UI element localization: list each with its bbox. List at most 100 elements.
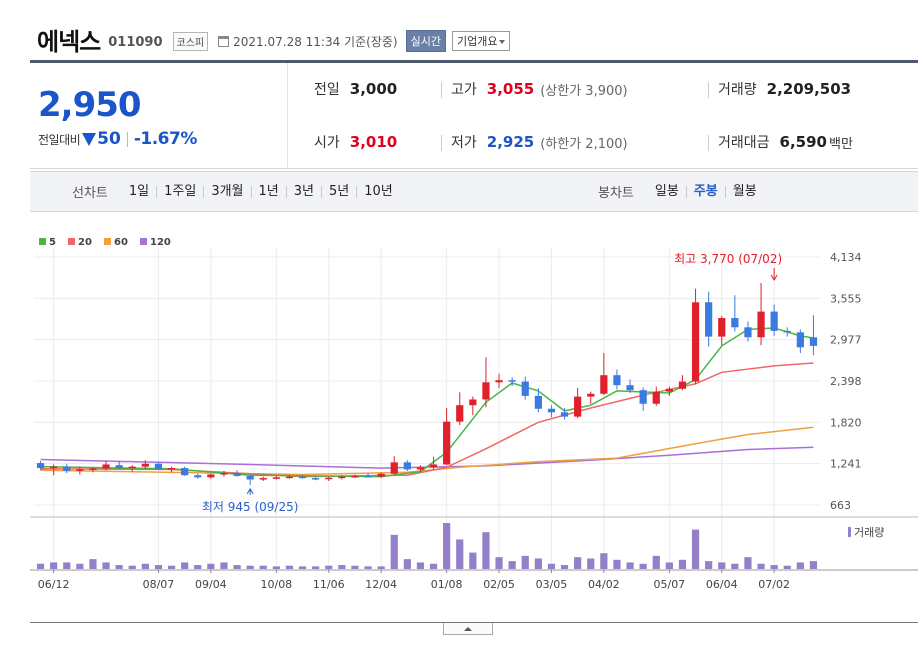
- legend-swatch-ma60: [104, 238, 111, 245]
- realtime-button[interactable]: 실시간: [405, 30, 446, 52]
- low-value: 2,925: [486, 133, 535, 151]
- candle-body: [154, 463, 163, 470]
- calendar-icon: [218, 36, 230, 47]
- volume-bar: [390, 534, 398, 569]
- volume-bar: [600, 553, 608, 569]
- candle-body: [508, 380, 516, 382]
- volume-bar: [678, 559, 687, 569]
- candle-body: [744, 327, 752, 338]
- x-tick-label: 07/02: [758, 578, 790, 591]
- candle-body: [639, 390, 647, 404]
- candle-body: [325, 477, 333, 480]
- x-tick-label: 09/04: [195, 578, 227, 591]
- volume-bar: [770, 565, 778, 569]
- candle-period-weekly[interactable]: 주봉: [685, 185, 725, 198]
- candle-period-daily[interactable]: 일봉: [654, 183, 679, 199]
- candle-body: [115, 465, 123, 469]
- candle-body: [272, 477, 280, 479]
- volume-bar: [194, 565, 202, 569]
- high-value: 3,055: [486, 80, 535, 98]
- candle-body: [613, 375, 621, 386]
- line-chart-title: 선차트: [72, 186, 108, 201]
- x-tick-label: 11/06: [313, 578, 345, 591]
- volume-bar: [167, 565, 176, 569]
- change-amount: 50: [97, 129, 121, 149]
- candle-body: [534, 395, 542, 409]
- y-tick-label: 663: [830, 499, 851, 512]
- candle-chart-group: 봉차트 일봉 주봉 월봉: [598, 172, 764, 211]
- min-annotation: 최저 945 (09/25): [202, 500, 299, 514]
- candle-body: [50, 466, 58, 469]
- candle-body: [429, 464, 438, 468]
- volume-bar: [456, 539, 464, 569]
- candle-body: [390, 462, 398, 474]
- candle-body: [338, 476, 346, 479]
- volume-bar: [744, 557, 752, 569]
- legend-swatch-ma120: [140, 238, 147, 245]
- volume-bar: [613, 559, 621, 569]
- candle-body: [194, 475, 202, 478]
- company-overview-dropdown[interactable]: 기업개요: [451, 31, 511, 51]
- candle-body: [626, 385, 634, 391]
- volume-bar: [560, 565, 569, 569]
- volume-bar: [141, 563, 149, 569]
- series-line-ma60: [40, 426, 814, 476]
- candle-body: [36, 463, 45, 469]
- x-tick-label: 05/07: [653, 578, 685, 591]
- line-period-10y[interactable]: 10년: [356, 185, 400, 198]
- open-value: 3,010: [349, 133, 398, 151]
- collapse-chart-button[interactable]: [443, 623, 493, 635]
- candle-body: [443, 421, 451, 465]
- candle-body: [652, 391, 660, 404]
- candle-body: [377, 473, 385, 477]
- header-divider: [30, 60, 918, 63]
- volume-bar: [443, 523, 451, 569]
- chevron-up-icon: [464, 626, 472, 631]
- candle-body: [770, 311, 778, 331]
- volume-bar: [495, 557, 503, 569]
- volume-bar: [639, 563, 647, 569]
- volume-bar: [220, 562, 228, 569]
- candle-body: [141, 463, 149, 467]
- volume-bar: [469, 552, 477, 569]
- candle-body: [207, 474, 215, 478]
- volume-bar: [154, 565, 163, 569]
- candle-body: [76, 469, 84, 471]
- line-period-1y[interactable]: 1년: [250, 185, 286, 198]
- line-period-3y[interactable]: 3년: [285, 185, 321, 198]
- volume-bar: [796, 562, 804, 569]
- volume-bar: [626, 562, 634, 569]
- amount-value: 6,590: [779, 133, 827, 151]
- line-period-5y[interactable]: 5년: [321, 185, 356, 198]
- candle-body: [731, 318, 739, 328]
- change-row: 전일대비 50 -1.67%: [38, 129, 197, 149]
- candle-period-monthly[interactable]: 월봉: [724, 185, 764, 198]
- candle-body: [587, 393, 595, 397]
- candle-body: [757, 311, 765, 338]
- candle-body: [351, 475, 359, 478]
- volume-bar: [259, 565, 267, 569]
- volume-bar: [377, 566, 385, 569]
- candle-body: [456, 405, 464, 422]
- upper-limit: (상한가 3,900): [540, 83, 628, 99]
- candle-body: [364, 475, 372, 478]
- volume-bar: [364, 566, 372, 569]
- line-period-1d[interactable]: 1일: [128, 183, 150, 199]
- line-period-1w[interactable]: 1주일: [156, 185, 203, 198]
- volume-bar: [36, 563, 45, 569]
- market-badge: 코스피: [172, 31, 209, 51]
- volume-bar: [521, 555, 529, 569]
- stock-code: 011090: [108, 34, 163, 50]
- volume-label: 거래량: [718, 82, 757, 98]
- volume-bar: [115, 565, 123, 569]
- candle-body: [783, 330, 791, 333]
- volume-bar: [246, 565, 254, 569]
- cell-divider: [708, 82, 709, 98]
- candle-body: [469, 399, 477, 406]
- volume-bar: [508, 561, 516, 569]
- volume-bar: [574, 557, 582, 569]
- line-period-3m[interactable]: 3개월: [203, 185, 250, 198]
- y-tick-label: 1,820: [830, 416, 862, 429]
- candle-body: [233, 473, 241, 476]
